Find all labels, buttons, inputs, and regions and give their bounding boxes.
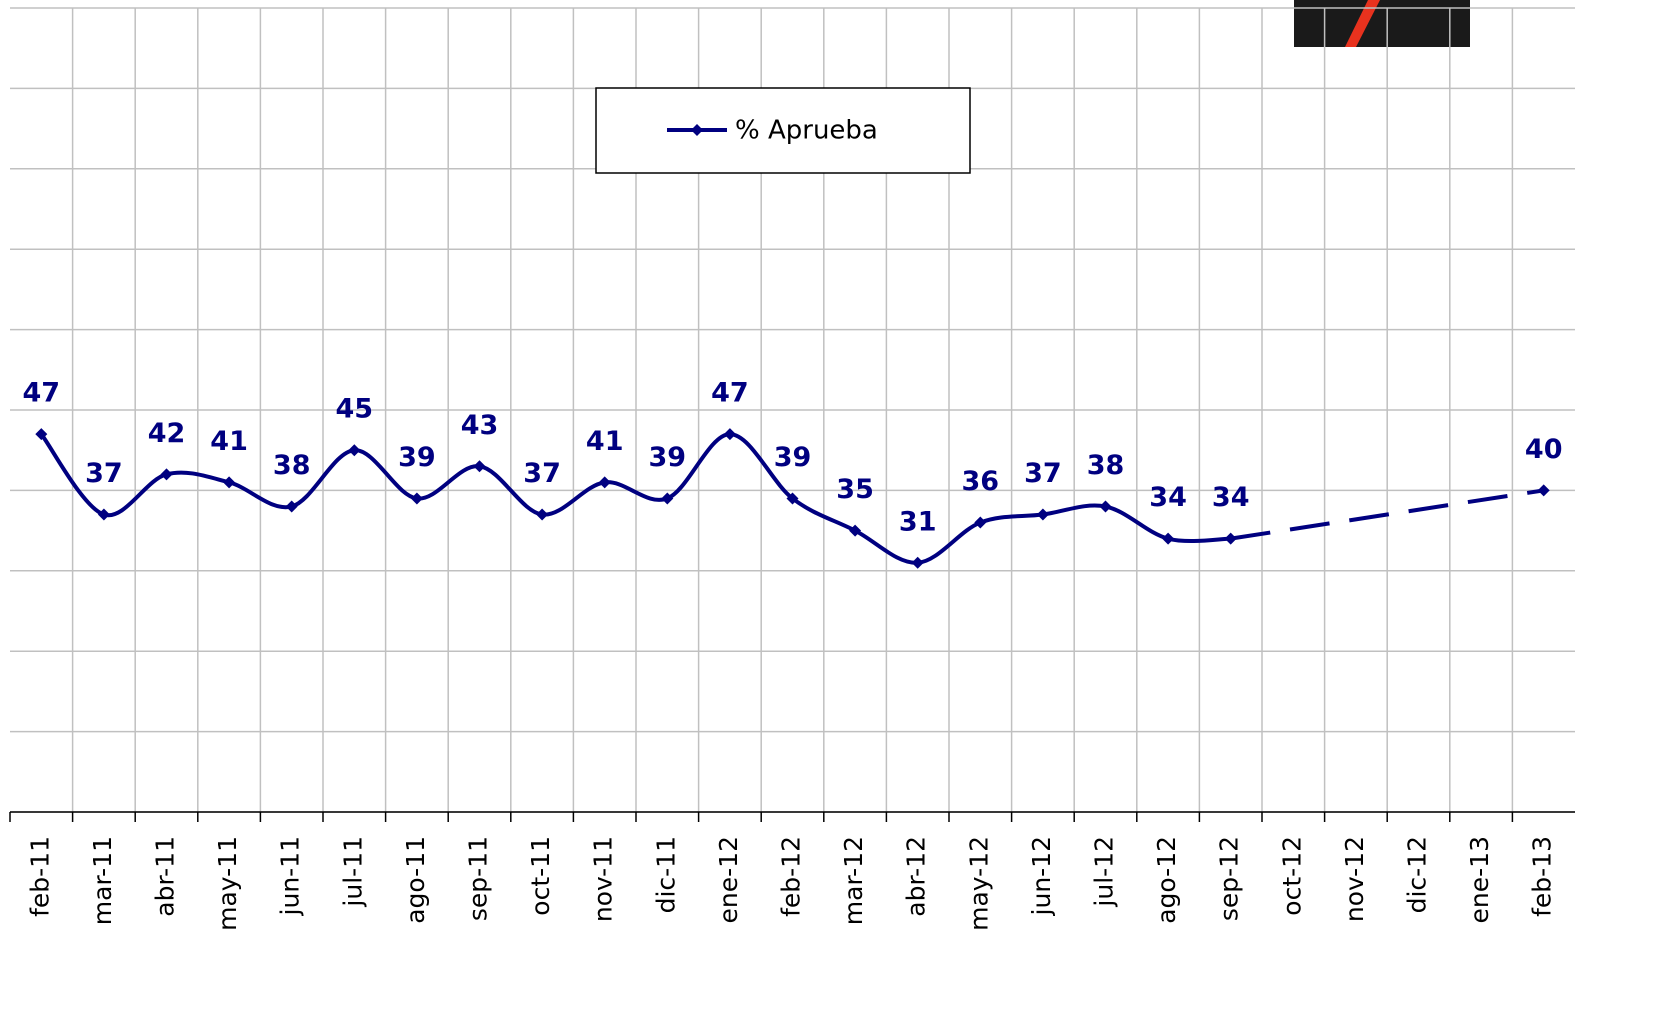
- value-label: 43: [461, 410, 499, 441]
- x-tick-label: mar-11: [88, 836, 117, 925]
- marker: [974, 516, 987, 529]
- marker: [35, 428, 48, 441]
- marker: [473, 460, 486, 473]
- value-label: 47: [23, 378, 61, 409]
- x-tick-label: jul-11: [338, 836, 367, 908]
- legend: [595, 87, 971, 174]
- marker: [285, 500, 298, 513]
- x-tick-label: oct-12: [1277, 836, 1306, 916]
- value-label: 47: [711, 378, 749, 409]
- marker: [1224, 532, 1237, 545]
- value-label: 37: [1024, 458, 1062, 489]
- marker: [410, 492, 423, 505]
- value-label: 45: [336, 394, 374, 425]
- x-tick-label: mar-12: [839, 836, 868, 925]
- value-label: 37: [523, 458, 561, 489]
- x-tick-label: nov-11: [589, 836, 618, 922]
- marker: [1537, 484, 1550, 497]
- marker: [1036, 508, 1049, 521]
- value-label: 35: [836, 474, 874, 505]
- marker: [849, 524, 862, 537]
- x-tick-label: feb-11: [25, 836, 54, 917]
- x-tick-label: dic-11: [651, 836, 680, 913]
- x-tick-label: nov-12: [1340, 836, 1369, 922]
- value-label: 39: [774, 442, 812, 473]
- value-label: 42: [148, 418, 186, 449]
- value-label: 34: [1149, 482, 1187, 513]
- x-tick-label: sep-11: [464, 836, 493, 921]
- marker: [536, 508, 549, 521]
- gap-connector: [1230, 488, 1545, 541]
- x-tick-label: jun-11: [276, 836, 305, 916]
- x-tick-label: jul-12: [1090, 836, 1119, 908]
- x-tick-label: oct-11: [526, 836, 555, 916]
- legend-marker: [691, 124, 703, 136]
- photo-detail: [1345, 0, 1380, 47]
- x-tick-label: ene-12: [714, 836, 743, 923]
- marker: [661, 492, 674, 505]
- marker: [1099, 500, 1112, 513]
- value-label: 39: [398, 442, 436, 473]
- value-label: 41: [210, 426, 248, 457]
- x-tick-label: sep-12: [1215, 836, 1244, 921]
- x-tick-label: may-12: [964, 836, 993, 931]
- x-tick-label: abr-11: [151, 836, 180, 917]
- value-label: 31: [899, 506, 937, 537]
- marker: [348, 444, 361, 457]
- value-label: 40: [1525, 434, 1563, 465]
- x-tick-label: feb-12: [777, 836, 806, 917]
- x-tick-label: ene-13: [1465, 836, 1494, 923]
- marker: [598, 476, 611, 489]
- x-tick-label: dic-12: [1403, 836, 1432, 913]
- value-label: 39: [649, 442, 687, 473]
- value-label: 37: [85, 458, 123, 489]
- value-label: 38: [273, 450, 311, 481]
- marker: [97, 508, 110, 521]
- marker: [223, 476, 236, 489]
- x-tick-label: feb-13: [1528, 836, 1557, 917]
- marker: [911, 556, 924, 569]
- value-label: 41: [586, 426, 624, 457]
- legend-label: % Aprueba: [735, 116, 878, 146]
- x-tick-label: may-11: [213, 836, 242, 931]
- x-tick-label: ago-11: [401, 836, 430, 924]
- x-tick-label: ago-12: [1152, 836, 1181, 924]
- marker: [160, 468, 173, 481]
- marker: [723, 428, 736, 441]
- marker: [786, 492, 799, 505]
- x-tick-label: jun-12: [1027, 836, 1056, 916]
- marker: [1162, 532, 1175, 545]
- value-label: 34: [1212, 482, 1250, 513]
- value-label: 38: [1087, 450, 1125, 481]
- photo: [1294, 0, 1470, 47]
- value-label: 36: [962, 466, 1000, 497]
- x-tick-label: abr-12: [902, 836, 931, 917]
